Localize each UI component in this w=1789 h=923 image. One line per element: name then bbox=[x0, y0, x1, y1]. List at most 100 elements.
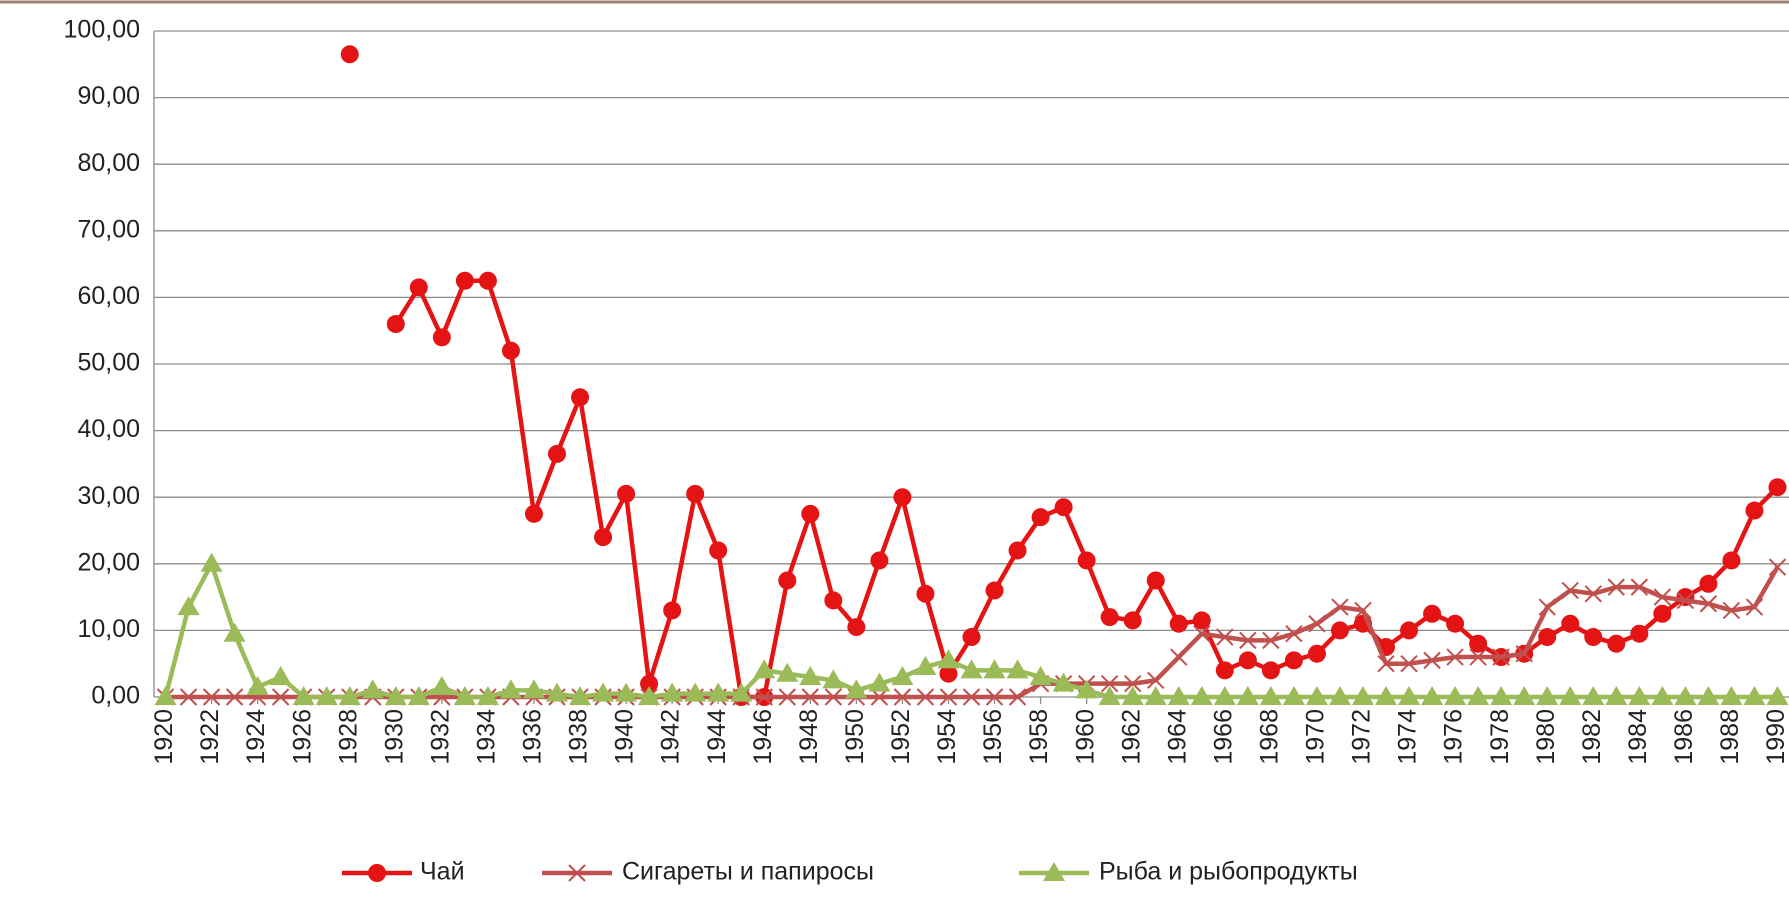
marker bbox=[1008, 688, 1027, 706]
marker bbox=[801, 504, 820, 523]
marker bbox=[1423, 651, 1441, 670]
y-tick-label: 100,00 bbox=[64, 16, 140, 44]
marker bbox=[1192, 611, 1211, 630]
x-tick-label: 1938 bbox=[565, 709, 593, 765]
marker bbox=[916, 584, 935, 603]
marker bbox=[914, 656, 937, 676]
x-tick-label: 1954 bbox=[933, 709, 961, 765]
marker bbox=[686, 484, 705, 503]
marker bbox=[1513, 686, 1536, 705]
marker bbox=[1444, 686, 1467, 705]
marker bbox=[1100, 608, 1119, 627]
marker bbox=[1307, 644, 1326, 663]
marker bbox=[1354, 601, 1372, 620]
marker bbox=[1054, 498, 1073, 517]
marker bbox=[916, 688, 935, 706]
marker bbox=[1215, 661, 1234, 680]
marker bbox=[893, 488, 912, 507]
marker bbox=[1121, 686, 1144, 705]
marker bbox=[939, 688, 958, 706]
marker bbox=[1052, 672, 1075, 692]
marker bbox=[455, 271, 474, 290]
y-tick-label: 50,00 bbox=[77, 349, 140, 377]
y-tick-label: 90,00 bbox=[77, 82, 140, 110]
x-tick-label: 1936 bbox=[519, 709, 547, 765]
legend-item: Чай bbox=[342, 858, 465, 886]
legend-label: Чай bbox=[420, 858, 465, 886]
marker bbox=[1170, 648, 1188, 666]
marker bbox=[386, 315, 405, 334]
marker bbox=[1743, 686, 1766, 705]
x-tick-label: 1958 bbox=[1025, 709, 1053, 765]
marker bbox=[1607, 578, 1625, 596]
marker bbox=[778, 571, 797, 590]
marker bbox=[1699, 595, 1718, 613]
y-tick-label: 20,00 bbox=[77, 548, 140, 576]
marker bbox=[615, 682, 638, 702]
marker bbox=[845, 679, 868, 699]
marker bbox=[1607, 634, 1626, 653]
marker bbox=[1261, 661, 1280, 680]
marker bbox=[499, 679, 522, 699]
marker bbox=[799, 666, 822, 686]
marker bbox=[640, 674, 659, 693]
x-tick-label: 1976 bbox=[1440, 709, 1468, 765]
marker bbox=[522, 679, 545, 699]
x-tick-label: 1984 bbox=[1624, 709, 1652, 765]
marker bbox=[1098, 686, 1121, 705]
legend-item: Рыба и рыбопродукты bbox=[1019, 858, 1358, 886]
marker bbox=[1676, 591, 1695, 610]
x-tick-label: 1964 bbox=[1163, 709, 1191, 765]
marker bbox=[1398, 686, 1421, 705]
marker bbox=[1492, 648, 1510, 666]
marker bbox=[1490, 686, 1513, 705]
marker bbox=[1467, 686, 1490, 705]
marker bbox=[430, 676, 453, 696]
marker bbox=[824, 688, 843, 706]
marker bbox=[1075, 679, 1098, 699]
marker bbox=[315, 686, 338, 705]
x-tick-label: 1980 bbox=[1532, 709, 1560, 765]
marker bbox=[269, 666, 292, 686]
marker bbox=[547, 444, 566, 463]
marker bbox=[985, 688, 1004, 706]
marker bbox=[1216, 628, 1234, 646]
marker bbox=[1377, 654, 1395, 673]
x-tick-label: 1968 bbox=[1255, 709, 1283, 765]
x-tick-label: 1978 bbox=[1486, 709, 1514, 765]
marker bbox=[1305, 686, 1328, 705]
marker bbox=[1605, 686, 1628, 705]
y-tick-label: 60,00 bbox=[77, 282, 140, 310]
marker bbox=[1123, 674, 1142, 693]
marker bbox=[569, 686, 592, 705]
marker bbox=[154, 686, 177, 705]
marker bbox=[1144, 686, 1167, 705]
y-tick-label: 70,00 bbox=[77, 215, 140, 243]
marker bbox=[1559, 686, 1582, 705]
marker bbox=[200, 552, 223, 572]
marker bbox=[1236, 686, 1259, 705]
x-tick-label: 1948 bbox=[795, 709, 823, 765]
marker bbox=[661, 682, 684, 702]
series bbox=[154, 552, 1789, 705]
marker bbox=[1029, 666, 1052, 686]
marker bbox=[960, 659, 983, 679]
marker bbox=[453, 686, 476, 705]
x-tick-label: 1960 bbox=[1071, 709, 1099, 765]
marker bbox=[1745, 598, 1764, 616]
marker bbox=[1745, 501, 1764, 520]
marker bbox=[1193, 625, 1211, 643]
x-tick-label: 1974 bbox=[1394, 709, 1422, 765]
marker bbox=[983, 659, 1006, 679]
y-tick-label: 10,00 bbox=[77, 615, 140, 643]
series bbox=[340, 45, 1787, 706]
x-tick-label: 1944 bbox=[703, 709, 731, 765]
x-tick-label: 1942 bbox=[657, 709, 685, 765]
x-tick-label: 1926 bbox=[288, 709, 316, 765]
marker bbox=[1146, 571, 1165, 590]
marker bbox=[177, 596, 200, 616]
marker bbox=[1423, 604, 1442, 623]
marker bbox=[778, 688, 796, 706]
legend-marker bbox=[1043, 862, 1065, 881]
